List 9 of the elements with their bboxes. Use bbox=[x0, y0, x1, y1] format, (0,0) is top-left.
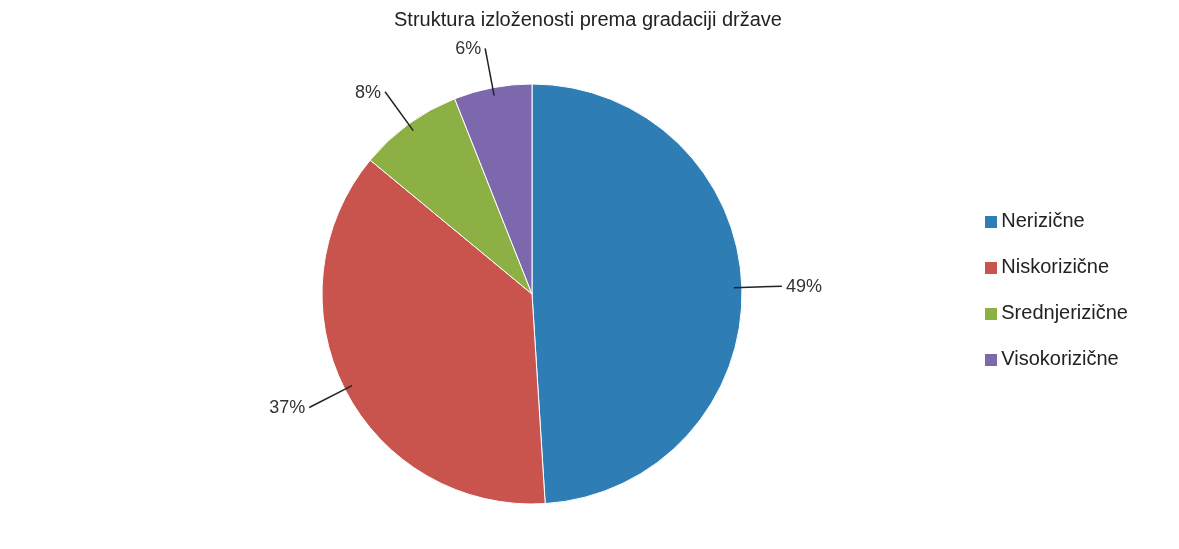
data-label: 49% bbox=[785, 276, 822, 297]
legend-label: Niskorizične bbox=[1001, 255, 1110, 277]
data-label: 37% bbox=[269, 397, 306, 418]
chart-title: Struktura izloženosti prema gradaciji države bbox=[393, 8, 783, 32]
legend-label: Visokorizične bbox=[1001, 347, 1119, 369]
legend-label: Nerizične bbox=[1001, 209, 1085, 231]
data-label: 6% bbox=[455, 38, 482, 59]
data-label: 8% bbox=[355, 81, 382, 102]
legend-label: Srednjerizične bbox=[1001, 301, 1128, 323]
